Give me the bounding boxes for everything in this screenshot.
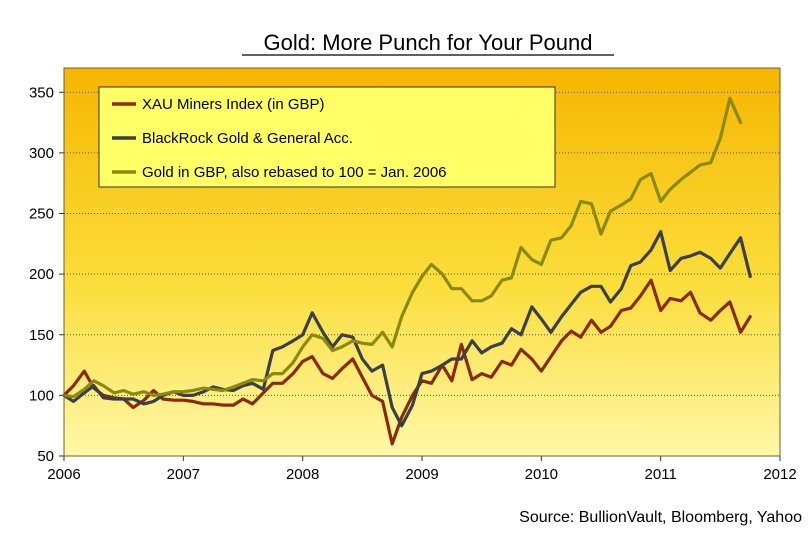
y-tick-label: 150 [29,327,54,344]
legend-label-1: XAU Miners Index (in GBP) [142,96,325,113]
legend-box [98,86,556,188]
x-tick-label: 2010 [525,466,558,483]
series-line-1 [62,278,752,446]
legend-label-2: BlackRock Gold & General Acc. [142,130,353,147]
series-line-3 [62,96,743,399]
legend: XAU Miners Index (in GBP) BlackRock Gold … [98,86,556,188]
source-note: Source: BullionVault, Bloomberg, Yahoo [519,509,802,526]
plot-border [63,67,781,457]
y-tick-label: 200 [29,266,54,283]
legend-label-3: Gold in GBP, also rebased to 100 = Jan. … [142,164,447,181]
x-tick-label: 2011 [645,466,677,483]
y-tick-label: 300 [29,145,54,162]
x-tick-label: 2007 [167,466,200,483]
x-tick-label: 2012 [763,466,796,483]
y-tick-label: 50 [37,448,54,465]
y-tick-label: 250 [29,206,54,223]
x-tick-label: 2008 [286,466,319,483]
axis-ticks: 50 100 150 200 250 300 350 2006 2007 2008 2009 2010… [29,84,797,483]
series-line-2 [62,230,752,428]
chart-title: Gold: More Punch for Your Pound [264,30,593,55]
series-lines [62,96,752,446]
x-tick-label: 2009 [405,466,438,483]
x-tick-label: 2006 [47,466,80,483]
y-tick-label: 100 [29,387,54,404]
y-tick-label: 350 [29,84,54,101]
